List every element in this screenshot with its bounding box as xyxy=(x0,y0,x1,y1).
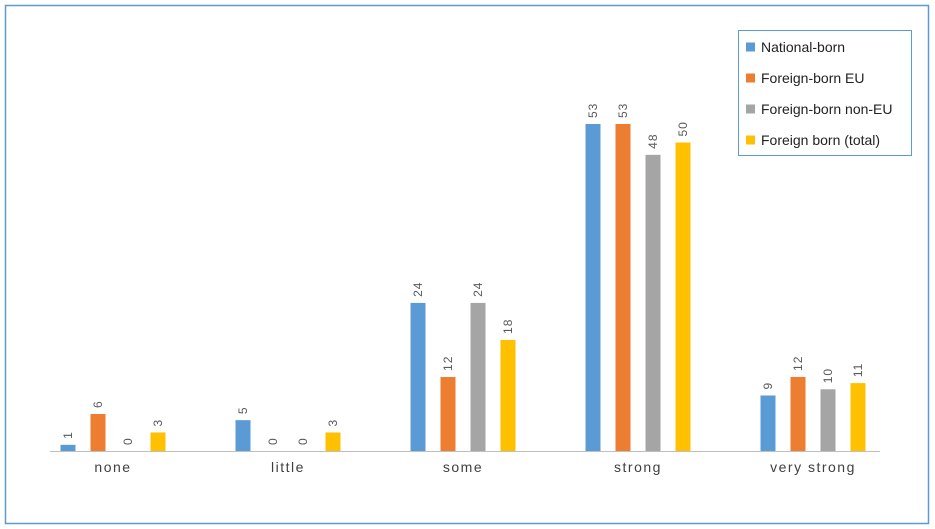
bar xyxy=(325,432,341,451)
legend-label: Foreign-born non-EU xyxy=(761,101,893,117)
x-tick-label: none xyxy=(94,459,131,475)
bar xyxy=(820,389,836,451)
legend-label: Foreign born (total) xyxy=(761,132,880,148)
legend-swatch xyxy=(746,73,755,83)
x-tick-label: little xyxy=(271,459,305,475)
bar xyxy=(90,413,106,451)
bar xyxy=(615,123,631,452)
value-label: 53 xyxy=(586,103,600,118)
value-label: 3 xyxy=(326,419,340,427)
legend-label: National-born xyxy=(761,39,845,55)
x-tick-label: strong xyxy=(614,459,662,475)
value-label: 48 xyxy=(646,133,660,148)
legend-label: Foreign-born EU xyxy=(761,70,865,86)
value-label: 9 xyxy=(761,382,775,390)
value-label: 10 xyxy=(821,368,835,383)
value-label: 24 xyxy=(471,282,485,297)
value-label: 53 xyxy=(616,103,630,118)
legend-swatch xyxy=(746,104,755,114)
value-label: 12 xyxy=(441,356,455,371)
bar xyxy=(235,420,251,451)
bar xyxy=(760,395,776,451)
bar xyxy=(500,339,516,451)
value-label: 3 xyxy=(151,419,165,427)
value-label: 0 xyxy=(296,437,310,445)
value-label: 0 xyxy=(121,437,135,445)
x-tick-label: very strong xyxy=(770,459,856,475)
bar xyxy=(850,383,866,451)
value-label: 24 xyxy=(411,282,425,297)
bar xyxy=(410,302,426,451)
x-tick-label: some xyxy=(443,459,483,475)
bar xyxy=(585,123,601,452)
bar xyxy=(675,142,691,451)
legend-swatch xyxy=(746,135,755,145)
value-label: 11 xyxy=(851,363,865,377)
value-label: 12 xyxy=(791,356,805,371)
bar xyxy=(440,376,456,451)
value-label: 5 xyxy=(236,406,250,414)
value-label: 50 xyxy=(676,121,690,136)
bar xyxy=(60,444,76,451)
bar xyxy=(470,302,486,451)
bar xyxy=(645,154,661,451)
value-label: 6 xyxy=(91,400,105,408)
bar xyxy=(150,432,166,451)
value-label: 1 xyxy=(61,431,75,439)
bar xyxy=(790,376,806,451)
legend-swatch xyxy=(746,42,755,52)
value-label: 0 xyxy=(266,437,280,445)
legend-box xyxy=(738,30,912,156)
value-label: 18 xyxy=(501,319,515,334)
